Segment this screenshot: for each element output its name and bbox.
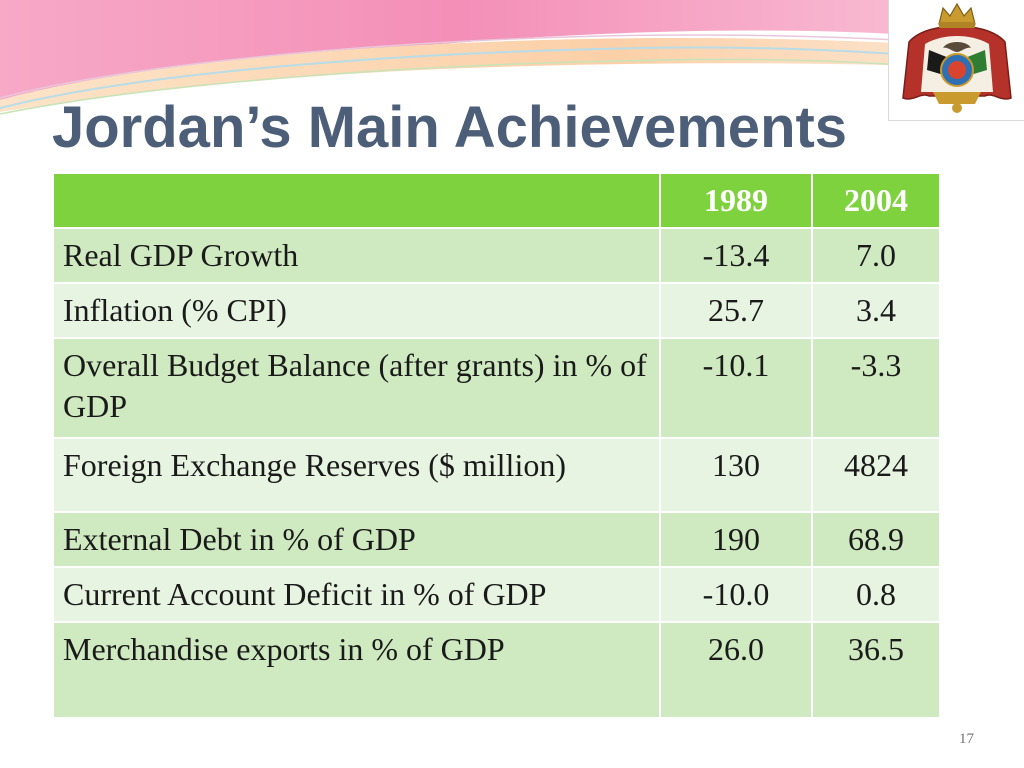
header-indicator [52,172,661,229]
header-2004: 2004 [811,172,941,229]
value-2004: 3.4 [811,282,941,339]
value-1989: 25.7 [659,282,813,339]
value-2004: 68.9 [811,511,941,568]
row-label: Current Account Deficit in % of GDP [52,566,661,623]
value-1989: 26.0 [659,621,813,719]
table-row: Overall Budget Balance (after grants) in… [52,337,941,439]
value-2004: 7.0 [811,227,941,284]
row-label: Merchandise exports in % of GDP [52,621,661,719]
value-2004: 36.5 [811,621,941,719]
value-1989: 190 [659,511,813,568]
row-label: Inflation (% CPI) [52,282,661,339]
page-number: 17 [959,731,974,747]
table-row: Merchandise exports in % of GDP 26.0 36.… [52,621,941,719]
value-1989: -13.4 [659,227,813,284]
value-1989: -10.0 [659,566,813,623]
value-2004: -3.3 [811,337,941,439]
table-header-row: 1989 2004 [52,172,941,229]
table-row: Foreign Exchange Reserves ($ million) 13… [52,437,941,513]
value-2004: 4824 [811,437,941,513]
table-row: Current Account Deficit in % of GDP -10.… [52,566,941,623]
table-row: Real GDP Growth -13.4 7.0 [52,227,941,284]
value-2004: 0.8 [811,566,941,623]
slide-title: Jordan’s Main Achievements [52,95,848,160]
achievements-table: 1989 2004 Real GDP Growth -13.4 7.0 Infl… [52,172,941,719]
value-1989: -10.1 [659,337,813,439]
row-label: Real GDP Growth [52,227,661,284]
row-label: Overall Budget Balance (after grants) in… [52,337,661,439]
value-1989: 130 [659,437,813,513]
emblem-frame [888,0,1024,121]
row-label: Foreign Exchange Reserves ($ million) [52,437,661,513]
table-row: Inflation (% CPI) 25.7 3.4 [52,282,941,339]
row-label: External Debt in % of GDP [52,511,661,568]
jordan-coat-of-arms-icon [902,2,1012,113]
header-1989: 1989 [659,172,813,229]
table-row: External Debt in % of GDP 190 68.9 [52,511,941,568]
